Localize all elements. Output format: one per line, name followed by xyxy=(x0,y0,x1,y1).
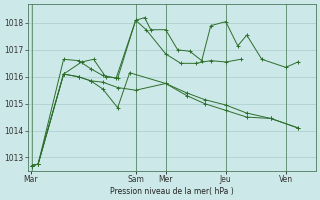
X-axis label: Pression niveau de la mer( hPa ): Pression niveau de la mer( hPa ) xyxy=(110,187,234,196)
